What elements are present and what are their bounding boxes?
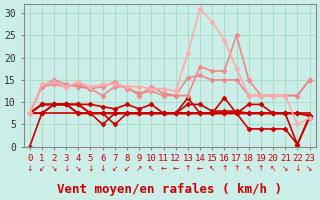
Text: ↙: ↙ [112, 164, 118, 173]
Text: ↙: ↙ [124, 164, 130, 173]
Text: ↓: ↓ [63, 164, 69, 173]
Text: ↖: ↖ [245, 164, 252, 173]
Text: ↗: ↗ [136, 164, 142, 173]
Text: ↙: ↙ [39, 164, 45, 173]
Text: ↓: ↓ [100, 164, 106, 173]
Text: ↖: ↖ [148, 164, 155, 173]
Text: ↘: ↘ [51, 164, 57, 173]
Text: ↘: ↘ [75, 164, 82, 173]
Text: ↓: ↓ [27, 164, 33, 173]
X-axis label: Vent moyen/en rafales ( km/h ): Vent moyen/en rafales ( km/h ) [57, 183, 282, 196]
Text: ↖: ↖ [209, 164, 215, 173]
Text: ↑: ↑ [233, 164, 240, 173]
Text: ↓: ↓ [294, 164, 300, 173]
Text: ←: ← [160, 164, 167, 173]
Text: ↓: ↓ [87, 164, 94, 173]
Text: ↘: ↘ [282, 164, 288, 173]
Text: ↑: ↑ [185, 164, 191, 173]
Text: ↘: ↘ [306, 164, 313, 173]
Text: ↑: ↑ [258, 164, 264, 173]
Text: ←: ← [172, 164, 179, 173]
Text: ↖: ↖ [270, 164, 276, 173]
Text: ↑: ↑ [221, 164, 228, 173]
Text: ←: ← [197, 164, 203, 173]
